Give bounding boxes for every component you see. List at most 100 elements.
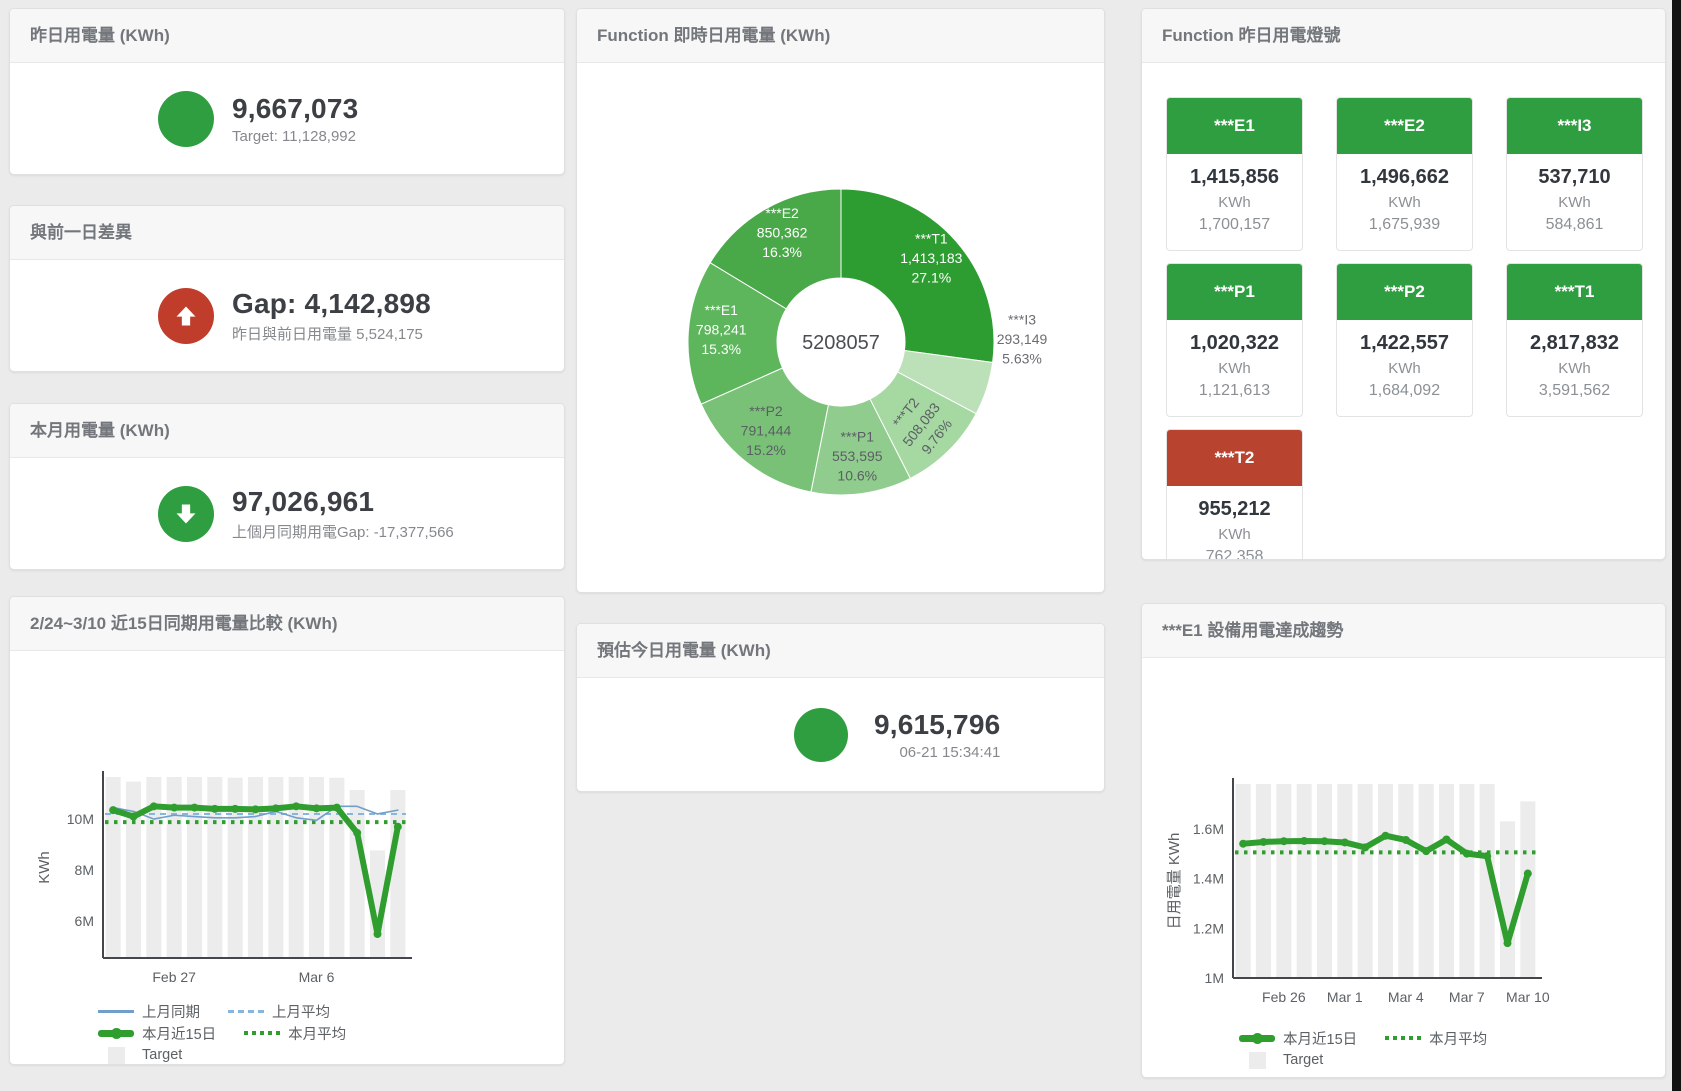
e1-chart-legend: 本月近15日 本月平均 Target — [1239, 1027, 1665, 1071]
data-point[interactable] — [1422, 847, 1431, 856]
e1-trend-chart[interactable]: 1M 1.2M 1.4M 1.6M Feb 26 Mar 1 Mar 4 Mar 7 Mar 1… — [1142, 658, 1666, 1016]
tile-secondary-value: 1,675,939 — [1368, 216, 1441, 233]
data-point[interactable] — [1401, 835, 1410, 844]
target-bar[interactable] — [1316, 784, 1333, 978]
target-bar[interactable] — [1337, 784, 1353, 978]
x-axis-tick: Feb 27 — [152, 969, 196, 985]
data-point[interactable] — [1381, 831, 1390, 840]
data-point[interactable] — [109, 806, 118, 815]
donut-slice-P2[interactable] — [700, 367, 829, 493]
data-point[interactable] — [1340, 838, 1349, 847]
card-yesterday-usage: 昨日用電量 (KWh) 9,667,073 Target: 11,128,992 — [9, 8, 565, 175]
status-tile: ***E1 1,415,856 KWh 1,700,157 — [1166, 97, 1303, 251]
tile-value: 537,710 — [1538, 166, 1611, 188]
data-point[interactable] — [1320, 837, 1329, 846]
status-tile: ***E2 1,496,662 KWh 1,675,939 — [1336, 97, 1473, 251]
card-realtime-donut: Function 即時日用電量 (KWh) ***T1 1,413,183 27.1… — [576, 8, 1105, 593]
tile-secondary-value: 584,861 — [1545, 216, 1604, 233]
target-bar[interactable] — [247, 777, 264, 958]
data-point[interactable] — [251, 805, 260, 814]
target-bar[interactable] — [268, 777, 284, 958]
y-axis-tick: 10M — [67, 811, 94, 827]
data-point[interactable] — [231, 804, 240, 813]
realtime-usage-donut-chart[interactable]: ***T1 1,413,183 27.1%***I3 293,149 5.63%***T… — [611, 117, 1071, 567]
data-point[interactable] — [271, 804, 280, 813]
target-bar[interactable] — [1479, 784, 1495, 978]
target-bar[interactable] — [1418, 784, 1434, 978]
legend-item-target[interactable]: Target — [98, 1046, 182, 1064]
month-usage-gap: 上個月同期用電Gap: -17,377,566 — [232, 524, 454, 541]
data-point[interactable] — [332, 803, 341, 812]
donut-slice-T1[interactable] — [840, 188, 994, 364]
data-point[interactable] — [1279, 837, 1288, 846]
data-point[interactable] — [373, 930, 382, 939]
legend-label: 本月近15日 — [142, 1026, 217, 1043]
data-point[interactable] — [1462, 849, 1471, 858]
target-bar[interactable] — [1499, 821, 1516, 978]
target-bar[interactable] — [390, 790, 406, 958]
green-line-swatch-icon — [98, 1027, 134, 1039]
data-point[interactable] — [210, 804, 219, 813]
legend-item-this-month[interactable]: 本月近15日 — [98, 1023, 216, 1044]
tile-unit: KWh — [1388, 360, 1421, 377]
target-bar[interactable] — [125, 781, 142, 958]
data-point[interactable] — [129, 812, 138, 821]
data-point[interactable] — [312, 804, 321, 813]
legend-item-this-month[interactable]: 本月近15日 — [1239, 1028, 1357, 1049]
target-bar[interactable] — [1235, 784, 1251, 978]
card-title: 昨日用電量 (KWh) — [10, 9, 564, 63]
data-point[interactable] — [393, 822, 402, 831]
target-bar[interactable] — [369, 850, 386, 958]
legend-label: Target — [1283, 1052, 1324, 1068]
compare-15day-chart[interactable]: 6M 8M 10M Feb 27 Mar 6 KWh — [10, 651, 558, 991]
tile-label: ***T1 — [1507, 264, 1642, 320]
data-point[interactable] — [149, 802, 158, 811]
tile-label: ***I3 — [1507, 98, 1642, 154]
data-point[interactable] — [1239, 839, 1248, 848]
target-bar[interactable] — [1438, 784, 1455, 978]
target-bar[interactable] — [105, 777, 121, 958]
data-point[interactable] — [190, 803, 199, 812]
y-axis-label: KWh — [36, 851, 53, 884]
target-bar[interactable] — [1276, 784, 1292, 978]
y-axis-tick: 8M — [75, 862, 94, 878]
series-line[interactable] — [112, 805, 399, 822]
data-point[interactable] — [1503, 939, 1512, 948]
data-point[interactable] — [170, 803, 179, 812]
target-bar[interactable] — [1377, 784, 1394, 978]
target-bar[interactable] — [1296, 784, 1312, 978]
data-point[interactable] — [292, 802, 301, 811]
gray-box-swatch-icon — [108, 1046, 125, 1064]
data-point[interactable] — [353, 828, 362, 837]
data-point[interactable] — [1483, 852, 1492, 861]
tile-label: ***P2 — [1337, 264, 1472, 320]
target-bar[interactable] — [1459, 784, 1475, 978]
legend-item-target[interactable]: Target — [1239, 1051, 1324, 1069]
data-point[interactable] — [1300, 836, 1309, 845]
legend-item-last-month[interactable]: 上月同期 — [98, 1001, 200, 1022]
status-tile: ***P2 1,422,557 KWh 1,684,092 — [1336, 263, 1473, 417]
target-bar[interactable] — [1357, 784, 1373, 978]
target-bar[interactable] — [1520, 801, 1536, 978]
target-bar[interactable] — [207, 777, 223, 958]
donut-center-value: 5208057 — [802, 332, 880, 354]
target-bar[interactable] — [1255, 784, 1272, 978]
data-point[interactable] — [1259, 837, 1268, 846]
card-month-usage: 本月用電量 (KWh) 97,026,961 上個月同期用電Gap: -17,3… — [9, 403, 565, 570]
tile-unit: KWh — [1558, 194, 1591, 211]
donut-slice-E1[interactable] — [687, 262, 787, 405]
legend-item-this-month-avg[interactable]: 本月平均 — [244, 1023, 346, 1044]
legend-item-last-month-avg[interactable]: 上月平均 — [228, 1001, 330, 1022]
target-bar[interactable] — [288, 777, 304, 958]
target-bar[interactable] — [308, 777, 325, 958]
legend-item-this-month-avg[interactable]: 本月平均 — [1385, 1028, 1487, 1049]
data-point[interactable] — [1361, 843, 1370, 852]
data-point[interactable] — [1442, 835, 1451, 844]
green-dots-swatch-icon — [1385, 1036, 1422, 1040]
data-point[interactable] — [1523, 869, 1532, 878]
target-bar[interactable] — [227, 777, 243, 958]
tile-value: 1,020,322 — [1190, 332, 1279, 354]
green-status-circle-icon — [158, 91, 214, 147]
target-bar[interactable] — [1398, 784, 1414, 978]
donut-slice-E2[interactable] — [708, 188, 841, 310]
